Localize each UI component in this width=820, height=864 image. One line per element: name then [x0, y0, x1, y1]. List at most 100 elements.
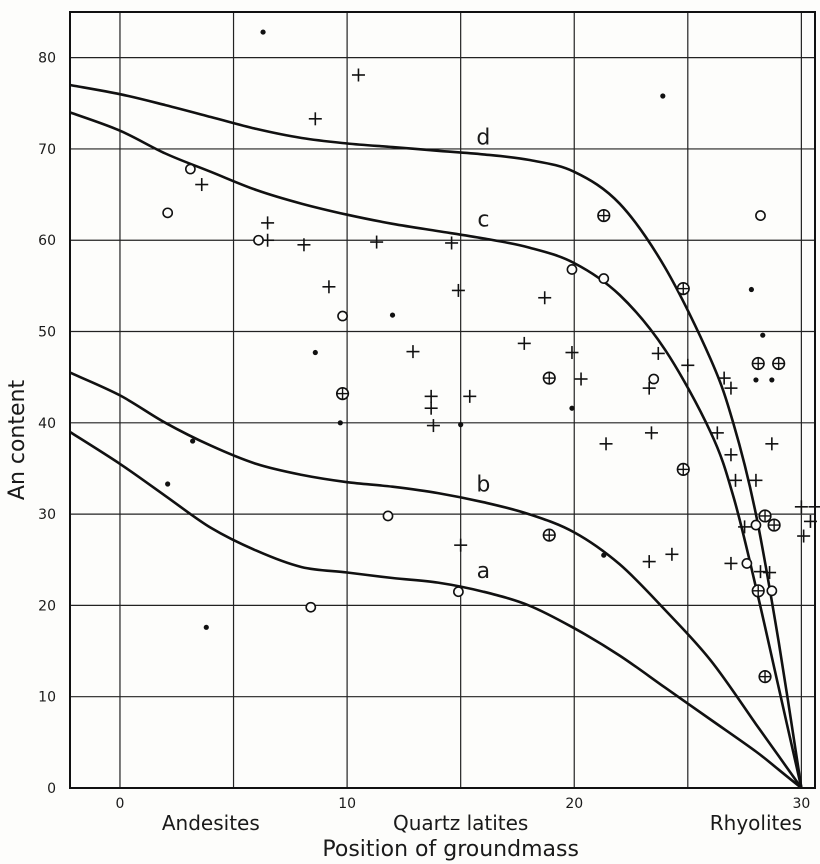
curve-label-c: c	[477, 208, 489, 233]
data-point-plus	[642, 381, 656, 395]
curve-label-a: a	[477, 559, 490, 584]
x-tick-label: 10	[338, 796, 356, 812]
curve-layer	[69, 83, 803, 790]
data-point-plus	[765, 437, 779, 451]
data-point-circle	[452, 586, 464, 598]
data-point-plus	[297, 238, 311, 252]
data-point-circle	[755, 210, 766, 221]
y-tick-label: 70	[38, 142, 56, 158]
curve-a	[69, 430, 803, 790]
data-point-circle-plus	[758, 509, 772, 523]
data-point-circle	[750, 519, 762, 531]
data-point-dot	[660, 93, 666, 99]
marker-layer	[162, 29, 820, 684]
data-point-plus	[454, 538, 468, 552]
data-point-plus	[424, 401, 438, 415]
data-point-dot	[389, 312, 396, 318]
data-point-plus	[642, 555, 656, 569]
data-point-plus	[717, 371, 731, 385]
data-point-circle-plus	[751, 356, 765, 371]
x-axis-label: Position of groundmass	[322, 837, 579, 862]
plot-frame	[69, 11, 816, 789]
data-point-plus	[724, 448, 738, 462]
data-point-plus	[651, 346, 665, 360]
data-point-plus	[665, 547, 679, 561]
data-point-plus	[351, 68, 365, 82]
data-point-plus	[195, 178, 209, 192]
category-label-layer: Andesites Quartz latites Rhyolites	[162, 811, 802, 835]
data-point-plus	[426, 419, 440, 433]
data-point-plus	[644, 426, 658, 440]
data-point-plus	[753, 565, 767, 579]
data-point-plus	[763, 566, 777, 580]
data-point-circle	[566, 264, 578, 275]
grid-layer	[70, 12, 815, 789]
data-point-plus	[599, 437, 613, 451]
tick-label-layer: 0 10 20 30 40 50 60 70 80 0 10 20 30	[38, 51, 810, 812]
data-point-circle-plus	[758, 670, 772, 684]
data-point-circle-plus	[676, 462, 690, 476]
data-point-circle	[741, 558, 753, 569]
data-point-dot	[337, 420, 343, 426]
data-point-plus	[370, 235, 384, 249]
data-point-circle	[382, 510, 394, 522]
data-point-circle	[184, 163, 196, 175]
y-tick-label: 40	[38, 416, 56, 432]
data-point-plus	[749, 473, 763, 487]
data-point-circle-plus	[335, 387, 350, 401]
data-point-plus	[794, 500, 808, 514]
data-point-dot	[203, 624, 209, 630]
data-point-circle-plus	[767, 518, 781, 532]
data-point-dot	[748, 286, 755, 293]
data-point-dot	[190, 438, 196, 444]
data-point-plus	[451, 283, 465, 297]
data-point-plus	[724, 381, 738, 395]
x-tick-label: 30	[792, 796, 810, 812]
data-point-dot	[569, 405, 575, 411]
data-point-circle	[162, 207, 174, 219]
data-point-circle-plus	[676, 282, 690, 296]
data-point-plus	[738, 520, 752, 534]
data-point-circle	[648, 373, 660, 385]
curve-label-d: d	[476, 125, 490, 150]
curve-b	[69, 371, 803, 789]
data-point-plus	[424, 389, 438, 403]
data-point-plus	[322, 280, 336, 294]
data-point-plus	[261, 216, 275, 230]
data-point-plus	[538, 291, 552, 305]
curve-c	[69, 111, 803, 789]
data-point-dot	[260, 29, 266, 35]
data-point-circle	[337, 310, 348, 322]
curve-label-b: b	[476, 472, 490, 497]
data-point-circle-plus	[597, 208, 611, 223]
category-label: Quartz latites	[393, 811, 528, 835]
y-axis-label: An content	[5, 380, 30, 501]
data-point-dot	[601, 552, 607, 558]
data-point-plus	[729, 473, 743, 487]
data-point-plus	[574, 372, 588, 386]
data-point-plus	[681, 358, 695, 372]
x-tick-label: 0	[116, 796, 125, 812]
y-tick-label: 10	[38, 690, 56, 706]
y-tick-label: 60	[38, 233, 56, 249]
y-tick-label: 50	[38, 325, 56, 341]
data-point-circle-plus	[542, 528, 556, 542]
category-label: Rhyolites	[710, 811, 802, 835]
y-tick-label: 0	[47, 781, 56, 797]
data-point-dot	[165, 481, 171, 487]
curve-d	[69, 83, 803, 789]
data-point-plus	[463, 389, 477, 403]
data-point-circle-plus	[751, 584, 765, 598]
data-point-plus	[565, 346, 579, 360]
data-point-dot	[760, 332, 766, 338]
data-point-plus	[445, 236, 459, 250]
data-point-circle-plus	[772, 356, 786, 371]
data-point-circle	[766, 585, 778, 597]
x-tick-label: 20	[565, 796, 583, 812]
data-point-dot	[312, 349, 318, 356]
y-tick-label: 20	[38, 598, 56, 614]
data-point-plus	[517, 336, 531, 350]
data-point-dot	[769, 377, 775, 383]
